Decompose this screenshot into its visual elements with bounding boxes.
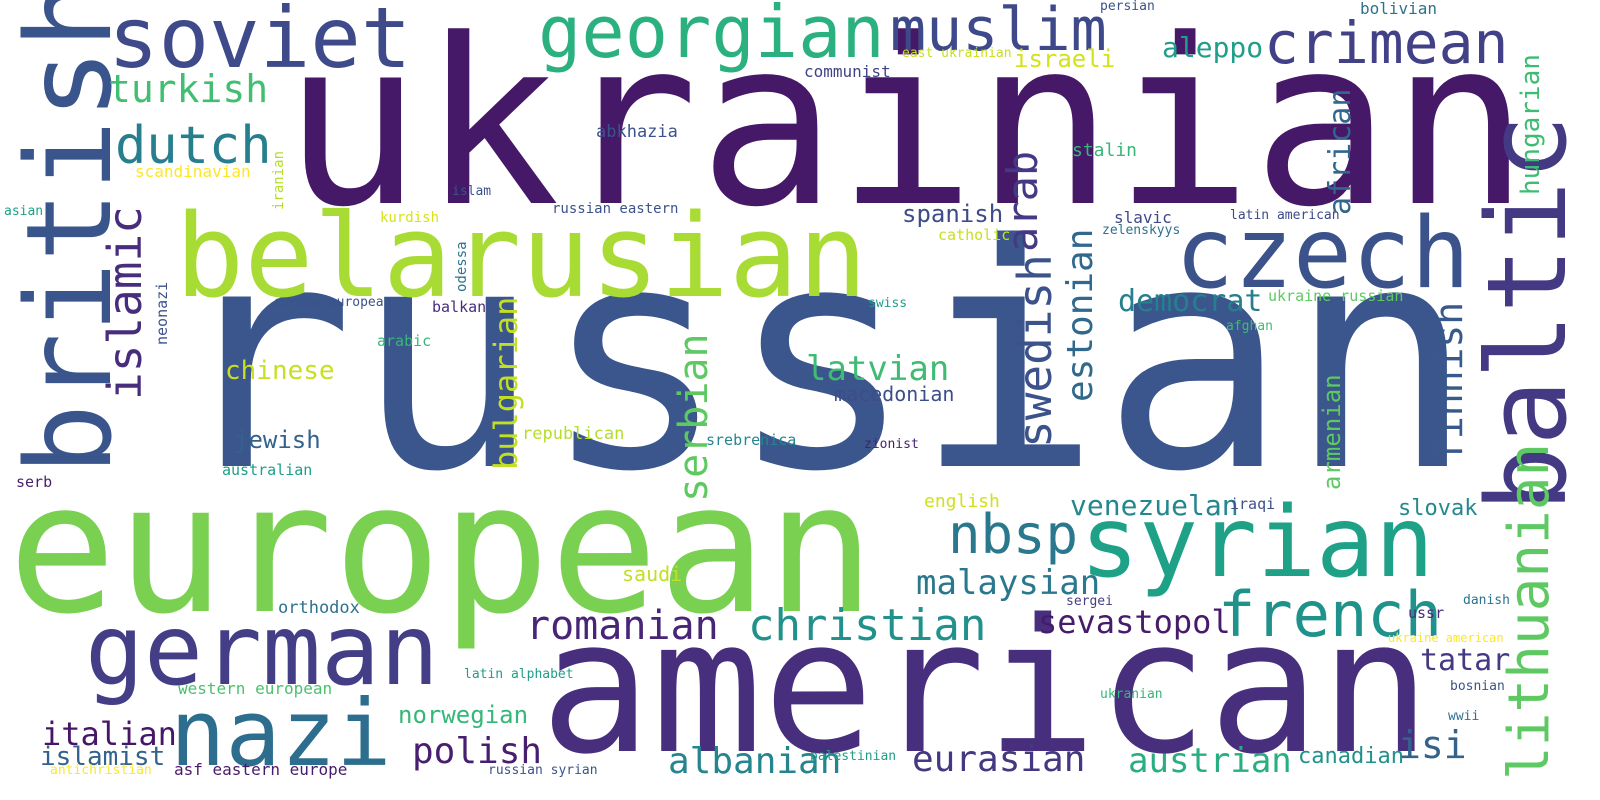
word-israeli: israeli	[1014, 45, 1116, 73]
word-slavic: slavic	[1114, 208, 1172, 227]
word-macedonian: macedonian	[834, 382, 955, 406]
word-russian: russian	[168, 179, 1475, 540]
word-bolivian: bolivian	[1360, 0, 1438, 18]
word-jewish: jewish	[234, 426, 321, 454]
word-zelenskyys: zelenskyys	[1102, 223, 1181, 238]
word-english: english	[924, 491, 1000, 512]
word-balkan: balkan	[432, 298, 487, 316]
word-saudi: saudi	[622, 562, 683, 586]
word-iranian: iranian	[271, 150, 287, 210]
word-republican: republican	[522, 424, 625, 444]
word-nbsp: nbsp	[948, 503, 1079, 566]
word-east-ukrainian: east ukrainian	[902, 46, 1012, 61]
word-wwii: wwii	[1448, 709, 1480, 724]
word-ussr: ussr	[1408, 604, 1445, 622]
word-ukrainian: ukrainian	[283, 0, 1530, 258]
word-eurasian: eurasian	[912, 739, 1086, 780]
word-hungarian: hungarian	[1516, 54, 1546, 195]
word-austrian: austrian	[1128, 741, 1292, 781]
word-sergei: sergei	[1066, 594, 1113, 609]
word-german: german	[85, 594, 440, 708]
word-scandinavian: scandinavian	[135, 162, 251, 181]
word-polish: polish	[412, 731, 543, 772]
word-catholic: catholic	[938, 226, 1011, 244]
word-communist: communist	[804, 62, 891, 81]
word-europe-european: europe european	[274, 295, 392, 310]
word-soviet: soviet	[108, 0, 412, 87]
word-turkish: turkish	[108, 67, 269, 111]
word-odessa: odessa	[454, 241, 470, 292]
word-french: french	[1218, 578, 1442, 651]
word-islamic: islamic	[98, 206, 152, 400]
word-afghan: afghan	[1226, 319, 1273, 334]
word-orthodox: orthodox	[278, 598, 360, 618]
word-asian: asian	[4, 204, 44, 219]
word-swedish: swedish	[1008, 254, 1062, 448]
word-serb: serb	[16, 473, 53, 491]
word-isi: isi	[1398, 723, 1467, 767]
word-persian: persian	[1100, 0, 1155, 14]
word-norwegian: norwegian	[398, 701, 529, 729]
word-abkhazia: abkhazia	[596, 122, 678, 142]
word-malaysian: malaysian	[916, 563, 1101, 603]
word-serbian: serbian	[671, 333, 717, 502]
word-democrat: democrat	[1118, 284, 1263, 319]
word-western-european: western european	[178, 679, 333, 698]
word-estonian: estonian	[1060, 228, 1101, 402]
word-tatar: tatar	[1420, 643, 1511, 678]
word-islam: islam	[452, 184, 492, 199]
word-albanian: albanian	[668, 741, 842, 782]
word-sevastopol: sevastopol	[1038, 603, 1231, 641]
word-russian-eastern: russian eastern	[552, 201, 679, 217]
word-belarusian: belarusian	[175, 190, 868, 324]
word-ukranian: ukranian	[1100, 687, 1163, 702]
word-spanish: spanish	[902, 200, 1004, 228]
word-swiss: swiss	[868, 296, 908, 311]
word-asf-eastern-europe: asf eastern europe	[174, 760, 348, 779]
word-finnish: finnish	[1427, 301, 1471, 462]
word-slovak: slovak	[1398, 496, 1478, 521]
word-italian: italian	[42, 715, 177, 753]
word-islamist: islamist	[40, 742, 166, 772]
word-romanian: romanian	[526, 603, 719, 649]
word-kurdish: kurdish	[380, 210, 440, 226]
word-antichristian: antichristian	[50, 763, 152, 778]
word-georgian: georgian	[538, 0, 885, 74]
word-latin-american: latin american	[1230, 208, 1340, 223]
word-christian: christian	[748, 600, 987, 651]
word-ukraine-american: ukraine american	[1388, 631, 1504, 645]
word-latvian: latvian	[806, 349, 950, 389]
word-australian: australian	[222, 461, 313, 479]
word-venezuelan: venezuelan	[1070, 489, 1239, 522]
word-bulgarian: bulgarian	[487, 296, 525, 470]
word-zionist: zionist	[864, 437, 919, 452]
word-chinese: chinese	[225, 356, 335, 386]
word-ukraine-russian: ukraine russian	[1268, 287, 1404, 305]
word-bosnian: bosnian	[1450, 679, 1505, 694]
word-palestinian: palestinian	[810, 749, 897, 764]
word-european: european	[8, 445, 875, 654]
word-american: american	[540, 579, 1432, 795]
word-canadian: canadian	[1298, 744, 1404, 769]
word-arabic: arabic	[377, 332, 432, 350]
word-lithuanian: lithuanian	[1497, 442, 1562, 780]
word-danish: danish	[1463, 593, 1510, 608]
word-aleppo: aleppo	[1162, 31, 1264, 64]
word-nazi: nazi	[170, 680, 392, 787]
word-crimean: crimean	[1264, 9, 1509, 77]
word-stalin: stalin	[1072, 140, 1138, 161]
word-srebrenica: srebrenica	[706, 431, 797, 449]
word-syrian: syrian	[1080, 486, 1435, 600]
word-iraqi: iraqi	[1230, 495, 1276, 513]
word-neonazi: neonazi	[153, 281, 171, 345]
word-russian-syrian: russian syrian	[488, 763, 598, 778]
word-muslim: muslim	[890, 0, 1107, 65]
word-dutch: dutch	[115, 116, 272, 176]
word-czech: czech	[1175, 197, 1471, 311]
word-armenian: armenian	[1318, 374, 1346, 490]
word-latin-alphabet: latin alphabet	[464, 667, 574, 682]
